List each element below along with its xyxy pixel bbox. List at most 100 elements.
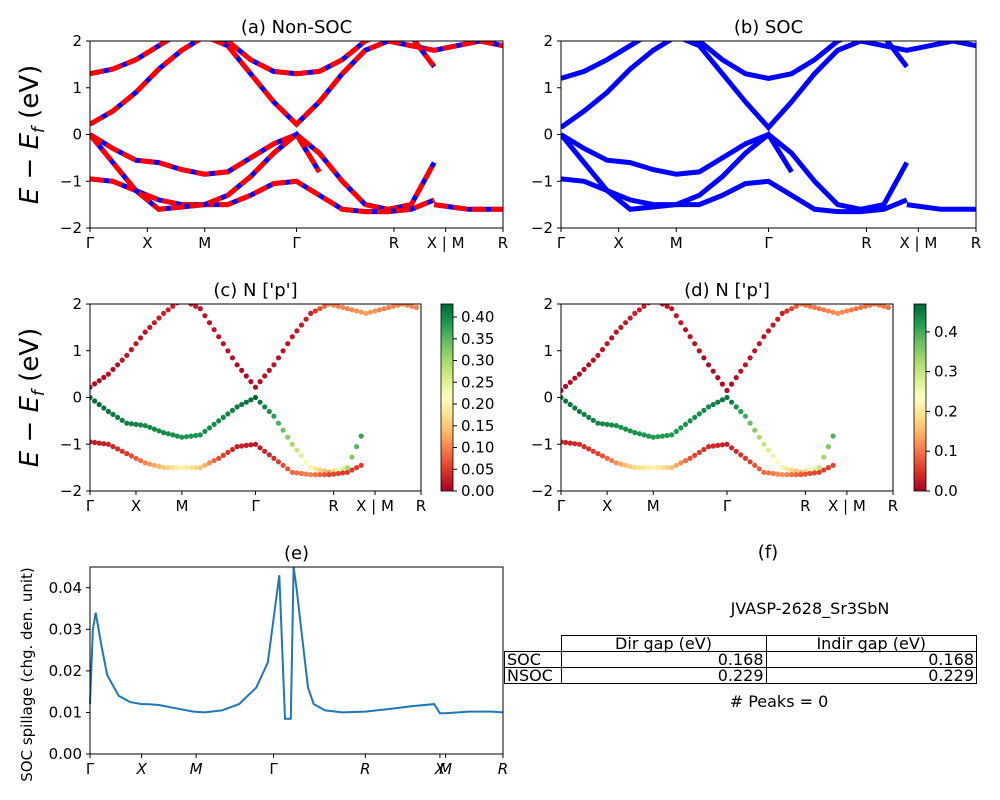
x-tick-label: Γ — [557, 497, 566, 515]
y-tick-label: −2 — [531, 482, 553, 500]
colorbar-tick-label: 0.40 — [461, 308, 494, 326]
band-point — [719, 381, 726, 387]
band-point — [390, 304, 396, 309]
band-point — [105, 408, 111, 415]
colorbar-tick-label: 0.30 — [461, 352, 494, 370]
band-point — [234, 362, 240, 368]
y-tick-label: 0 — [72, 389, 82, 407]
band-point — [752, 348, 758, 354]
row-label-nsoc: NSOC — [504, 667, 562, 684]
table-header-dir-gap: Dir gap (eV) — [560, 635, 767, 652]
colorbar-tick-label: 0.35 — [461, 330, 494, 348]
band-point — [825, 444, 832, 450]
band-point — [206, 425, 213, 431]
band-point — [358, 433, 364, 439]
band-point — [761, 469, 767, 475]
band-point — [682, 327, 689, 333]
band-point — [358, 309, 364, 315]
band-point — [202, 428, 208, 434]
band-point — [682, 421, 689, 427]
band-point — [229, 355, 236, 361]
y-tick-label: 0.03 — [49, 620, 82, 638]
band-point — [687, 418, 693, 424]
band-point — [234, 444, 240, 450]
band-point — [179, 297, 184, 302]
band-point — [636, 431, 643, 437]
band-point — [262, 448, 268, 454]
band-point — [595, 352, 601, 358]
band-point — [161, 310, 167, 316]
band-point — [151, 462, 157, 468]
colorbar-tick-label: 0.3 — [934, 363, 958, 381]
band-point — [876, 304, 882, 308]
band-point — [825, 465, 832, 471]
band-point — [165, 431, 171, 437]
y-axis-label: SOC spillage (chg. den. unit) — [18, 567, 36, 782]
band-point — [641, 432, 647, 438]
band-point — [779, 465, 785, 471]
x-tick-label: Γ — [292, 234, 301, 252]
y-axis-label: E − Ef (eV) — [15, 65, 49, 205]
band-point — [243, 399, 249, 405]
band-point — [285, 466, 291, 472]
band-point — [248, 379, 254, 385]
band-point — [733, 404, 739, 410]
band-point — [561, 439, 564, 445]
band-point — [821, 307, 827, 313]
band-point — [354, 444, 360, 450]
band-point — [335, 304, 341, 309]
band-point — [239, 367, 245, 373]
band-line-3 — [561, 176, 908, 215]
band-point — [715, 375, 721, 381]
y-tick-label: −1 — [60, 172, 82, 190]
band-point — [729, 399, 735, 405]
band-point — [650, 434, 656, 440]
band-point — [784, 466, 790, 472]
band-point — [197, 432, 203, 438]
x-tick-label: X — [613, 234, 623, 252]
panel-f-summary: (f) JVASP-2628_Sr3SbN # Peaks = 0 — [730, 542, 890, 711]
x-tick-label: Γ — [557, 234, 566, 252]
band-point — [285, 341, 291, 347]
band-point — [572, 441, 578, 447]
band-line-dashed-1 — [90, 41, 437, 77]
band-point — [830, 462, 836, 468]
colorbar-tick-label: 0.15 — [461, 417, 494, 435]
band-line-4 — [561, 130, 794, 212]
band-point — [381, 306, 387, 312]
band-point — [308, 310, 314, 316]
band-point — [317, 306, 323, 312]
band-line-dashed-4 — [90, 130, 322, 212]
band-point — [789, 472, 795, 478]
band-point — [289, 334, 295, 340]
band-point — [90, 439, 93, 445]
band-point — [229, 446, 236, 453]
y-tick-label: 1 — [72, 79, 82, 97]
plot-area — [561, 41, 976, 215]
band-point — [294, 328, 300, 334]
band-point — [285, 434, 291, 440]
y-tick-label: 0 — [72, 126, 82, 144]
band-line-0 — [561, 41, 976, 132]
band-point — [576, 371, 583, 377]
band-point — [101, 441, 107, 447]
x-tick-label: Γ — [764, 234, 773, 252]
band-point — [609, 458, 615, 464]
band-point — [179, 465, 185, 471]
plot-area — [90, 41, 503, 215]
band-point — [271, 413, 277, 419]
band-point — [867, 304, 873, 308]
colorbar — [913, 303, 927, 492]
band-point — [641, 304, 647, 309]
band-point — [604, 341, 610, 347]
band-point — [115, 414, 121, 420]
band-point — [756, 341, 762, 347]
band-point — [96, 401, 102, 408]
band-point — [632, 465, 638, 471]
band-point — [128, 421, 134, 427]
y-tick-label: −2 — [531, 219, 553, 237]
band-point — [793, 304, 799, 309]
band-point — [715, 442, 721, 448]
band-point — [174, 433, 180, 439]
